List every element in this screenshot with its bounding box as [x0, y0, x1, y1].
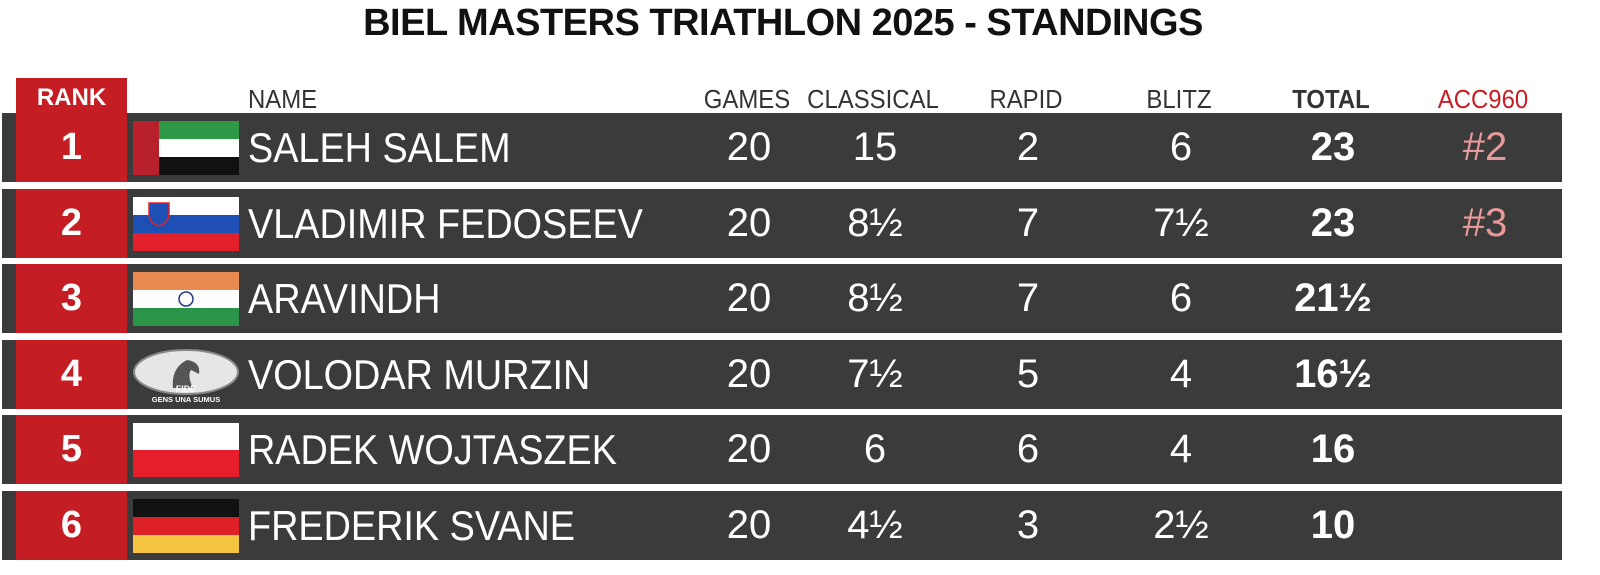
flag-stripe [133, 423, 239, 451]
cell-blitz: 2½ [1153, 503, 1209, 547]
header-total: TOTAL [1292, 84, 1370, 114]
cell-total: 16 [1310, 427, 1356, 472]
rank-cell: 4 [16, 339, 127, 409]
flag-stripe [133, 517, 239, 535]
title: BIEL MASTERS TRIATHLON 2025 - STANDINGS [363, 2, 1203, 44]
cell-classical: 4½ [847, 503, 903, 547]
header-classical: CLASSICAL [807, 84, 939, 114]
player-name: VLADIMIR FEDOSEEV [248, 199, 643, 247]
cell-games: 20 [726, 125, 772, 169]
cell-total: 21½ [1294, 276, 1372, 321]
flag-stripe [133, 232, 239, 251]
header-acc960: ACC960 [1437, 84, 1529, 114]
flag [133, 272, 239, 327]
flag [133, 196, 239, 251]
player-name: VOLODAR MURZIN [248, 350, 591, 398]
cell-total: 23 [1310, 125, 1356, 169]
table-row: 3 ARAVINDH 20 8½ 7 6 21½ [2, 264, 1562, 334]
cell-games: 20 [726, 503, 772, 547]
cell-classical: 15 [852, 125, 898, 169]
flag-stripe [159, 157, 239, 175]
cell-rapid: 6 [1016, 427, 1040, 472]
cell-classical: 8½ [847, 276, 903, 321]
cell-classical: 7½ [847, 351, 903, 396]
cell-games: 20 [726, 351, 772, 396]
cell-blitz: 7½ [1153, 200, 1209, 245]
flag-stripe [159, 139, 239, 157]
header-rapid: RAPID [989, 84, 1063, 114]
flag-stripe [133, 308, 239, 327]
player-name: SALEH SALEM [248, 124, 511, 171]
flag-stripe [133, 272, 239, 291]
cell-classical: 8½ [847, 200, 903, 245]
header-blitz: BLITZ [1146, 84, 1212, 114]
flag-stripe [133, 535, 239, 553]
flag [133, 423, 239, 478]
cell-rapid: 2 [1016, 125, 1040, 169]
header-name: NAME [248, 84, 318, 114]
cell-blitz: 6 [1169, 276, 1193, 321]
cell-acc960: #3 [1462, 200, 1508, 245]
flag [133, 121, 239, 175]
cell-rapid: 5 [1016, 351, 1040, 396]
player-name: RADEK WOJTASZEK [248, 426, 617, 474]
cell-blitz: 6 [1169, 125, 1193, 169]
flag-stripe [133, 290, 239, 309]
cell-rapid: 7 [1016, 200, 1040, 245]
logo-text: FIDE [176, 384, 197, 394]
flag-stripe [159, 121, 239, 139]
logo-text: GENS UNA SUMUS [152, 395, 220, 402]
cell-games: 20 [726, 427, 772, 472]
header-games: GAMES [703, 84, 791, 114]
cell-acc960: #2 [1462, 125, 1508, 169]
rank-cell: 6 [16, 491, 127, 560]
rank-cell: 5 [16, 415, 127, 485]
flag-stripe [133, 450, 239, 478]
flag [133, 499, 239, 553]
cell-classical: 6 [863, 427, 887, 472]
table-row: 2 VLADIMIR FEDOSEEV 20 8½ 7 7½ 23 #3 [2, 188, 1562, 258]
cell-total: 10 [1310, 503, 1356, 547]
player-name: FREDERIK SVANE [248, 502, 575, 549]
table-row: 6 FREDERIK SVANE 20 4½ 3 2½ 10 [2, 491, 1562, 560]
flag-wheel [178, 291, 194, 307]
cell-rapid: 7 [1016, 276, 1040, 321]
cell-blitz: 4 [1169, 427, 1193, 472]
flag-band [133, 121, 159, 175]
flag-stripe [133, 499, 239, 517]
cell-total: 16½ [1294, 351, 1372, 396]
table-row: 4 FIDE GENS UNA SUMUS VOLODAR MURZIN 20 7½ 5 4 1… [2, 339, 1562, 409]
cell-blitz: 4 [1169, 351, 1193, 396]
table-row: 5 RADEK WOJTASZEK 20 6 6 4 16 [2, 415, 1562, 485]
header-rank: RANK [16, 78, 127, 114]
cell-games: 20 [726, 276, 772, 321]
cell-games: 20 [726, 200, 772, 245]
cell-total: 23 [1310, 200, 1356, 245]
rank-cell: 2 [16, 188, 127, 258]
rank-cell: 3 [16, 264, 127, 334]
flag-shield [148, 201, 170, 227]
logo-knight [172, 359, 200, 388]
cell-rapid: 3 [1016, 503, 1040, 547]
rank-cell: 1 [16, 113, 127, 182]
player-name: ARAVINDH [248, 275, 441, 323]
table-row: 1 SALEH SALEM 20 15 2 6 23 #2 [2, 113, 1562, 182]
